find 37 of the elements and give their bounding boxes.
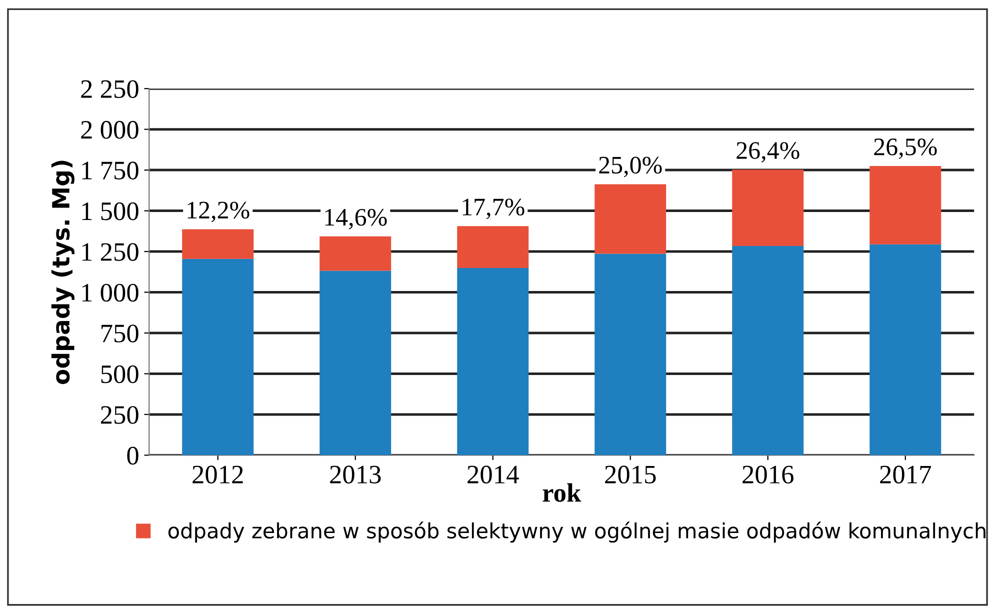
bar [594, 184, 666, 254]
y-tick-label: 0 [127, 446, 138, 465]
bar [457, 268, 529, 456]
bar [870, 166, 942, 244]
annotation: 25,0% [599, 156, 662, 178]
y-tick-label: 500 [101, 365, 138, 384]
bar [320, 236, 392, 271]
y-tick-label: 1 000 [82, 284, 138, 302]
annotation: 26,5% [874, 138, 937, 159]
y-tick-label: 1 500 [82, 202, 138, 220]
y-tick-label: 1 250 [82, 243, 138, 261]
y-tick-label: 2 250 [81, 80, 138, 98]
y-tick-label: 250 [100, 406, 138, 424]
x-tick-label: 2012 [192, 466, 243, 484]
y-tick-label: 2 000 [81, 120, 138, 139]
annotation: 17,7% [462, 198, 524, 220]
bar [870, 244, 942, 456]
x-tick-label: 2017 [880, 466, 931, 484]
bar [457, 226, 529, 268]
annotation: 26,4% [736, 142, 800, 163]
x-tick-label: 2016 [742, 466, 794, 484]
bar [732, 170, 804, 246]
annotation: 12,2% [188, 202, 250, 222]
bar [732, 246, 804, 456]
bar [320, 270, 392, 456]
x-tick-label: 2015 [605, 466, 656, 484]
legend-label: odpady zebrane w sposób selektywny w ogólnej masie odpadów komunalnych [168, 522, 986, 543]
annotation: 14,6% [325, 208, 387, 230]
bar [182, 258, 254, 456]
y-tick-label: 1 750 [82, 162, 138, 180]
x-tick-label: 2013 [330, 466, 381, 484]
y-axis-title: odpady (tys. Mg) [51, 160, 74, 384]
x-axis-title: rok [542, 483, 582, 502]
x-tick-label: 2014 [468, 466, 519, 484]
bar [594, 254, 666, 456]
y-tick-label: 750 [102, 324, 138, 342]
bar [182, 229, 254, 259]
